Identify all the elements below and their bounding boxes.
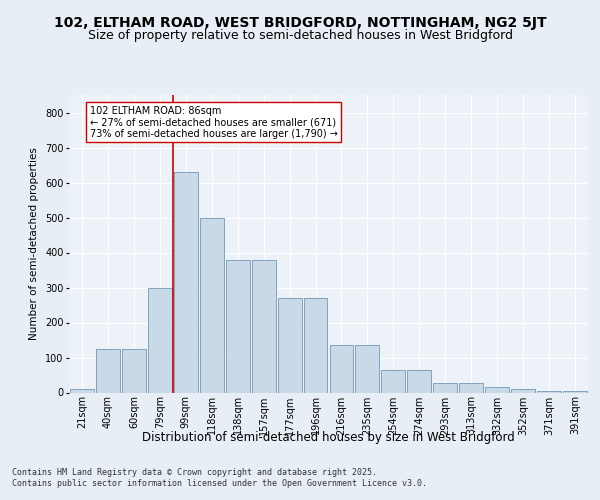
Text: Contains HM Land Registry data © Crown copyright and database right 2025.
Contai: Contains HM Land Registry data © Crown c… xyxy=(12,468,427,487)
Bar xyxy=(459,382,483,392)
Bar xyxy=(485,387,509,392)
Text: 102, ELTHAM ROAD, WEST BRIDGFORD, NOTTINGHAM, NG2 5JT: 102, ELTHAM ROAD, WEST BRIDGFORD, NOTTIN… xyxy=(53,16,547,30)
Bar xyxy=(382,370,406,392)
Bar xyxy=(278,298,302,392)
Bar xyxy=(355,345,379,393)
Text: Size of property relative to semi-detached houses in West Bridgford: Size of property relative to semi-detach… xyxy=(88,28,512,42)
Bar xyxy=(563,391,587,392)
Bar xyxy=(433,382,457,392)
Bar xyxy=(96,349,120,393)
Bar xyxy=(200,218,224,392)
Y-axis label: Number of semi-detached properties: Number of semi-detached properties xyxy=(29,148,40,340)
Bar xyxy=(407,370,431,392)
Bar xyxy=(174,172,198,392)
Bar xyxy=(226,260,250,392)
Bar xyxy=(148,288,172,393)
Bar xyxy=(511,389,535,392)
Bar xyxy=(537,391,561,392)
Bar xyxy=(329,345,353,393)
Bar xyxy=(70,389,94,392)
Bar xyxy=(304,298,328,392)
Bar xyxy=(251,260,275,392)
Bar xyxy=(122,349,146,393)
Text: 102 ELTHAM ROAD: 86sqm
← 27% of semi-detached houses are smaller (671)
73% of se: 102 ELTHAM ROAD: 86sqm ← 27% of semi-det… xyxy=(90,106,338,138)
Text: Distribution of semi-detached houses by size in West Bridgford: Distribution of semi-detached houses by … xyxy=(142,431,515,444)
